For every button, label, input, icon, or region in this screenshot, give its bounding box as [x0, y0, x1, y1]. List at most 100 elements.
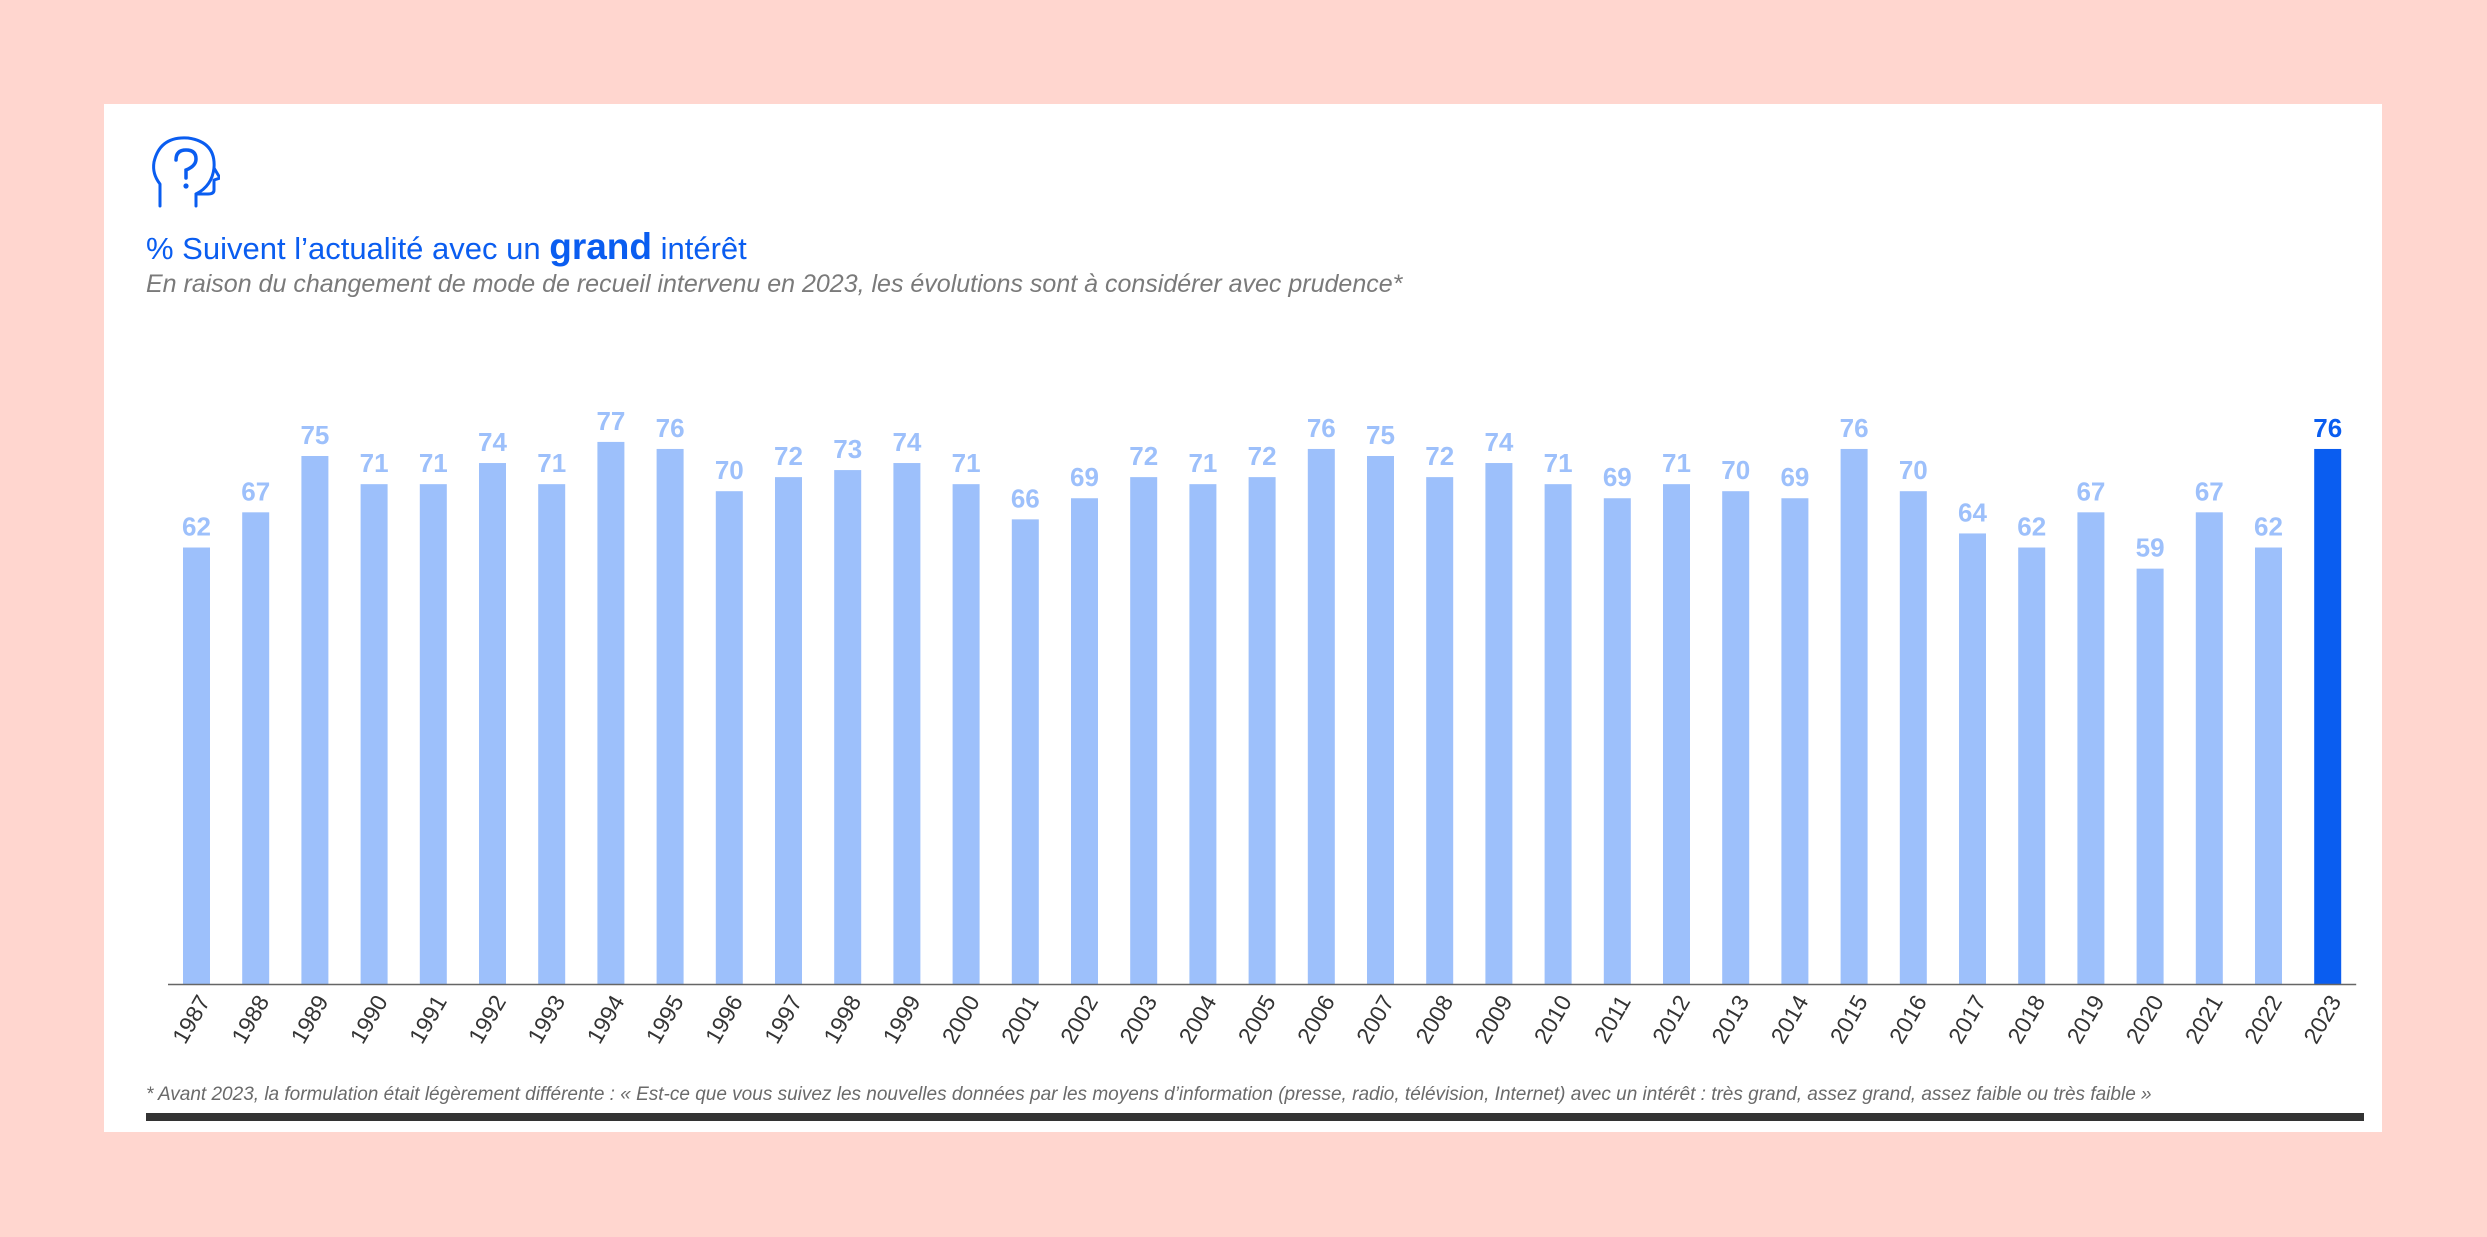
bar-2016 [1899, 491, 1927, 984]
value-label-2014: 69 [1780, 462, 1809, 492]
x-tick-2011: 2011 [1589, 991, 1636, 1047]
value-label-2016: 70 [1899, 455, 1928, 485]
x-tick-1987: 1987 [167, 991, 215, 1048]
bar-2013 [1722, 491, 1750, 984]
x-tick-2004: 2004 [1173, 990, 1221, 1047]
x-tick-2019: 2019 [2061, 991, 2109, 1048]
value-label-2013: 70 [1721, 455, 1750, 485]
x-tick-1993: 1993 [522, 991, 570, 1048]
value-label-2023: 76 [2313, 413, 2342, 443]
x-tick-2018: 2018 [2002, 991, 2050, 1048]
x-tick-2008: 2008 [1410, 991, 1458, 1048]
value-label-1997: 72 [774, 441, 803, 471]
x-tick-2017: 2017 [1943, 991, 1991, 1048]
value-label-2001: 66 [1011, 483, 1040, 513]
bar-2007 [1367, 456, 1394, 984]
bar-2023 [2314, 448, 2342, 985]
value-label-2007: 75 [1366, 420, 1395, 450]
value-label-2015: 76 [1840, 413, 1869, 443]
bar-2019 [2077, 512, 2105, 984]
value-label-1998: 73 [833, 434, 862, 464]
bar-2017 [1959, 533, 1986, 984]
value-label-2005: 72 [1248, 441, 1277, 471]
x-tick-2002: 2002 [1055, 991, 1103, 1048]
value-label-1988: 67 [241, 476, 270, 506]
value-label-2004: 71 [1188, 448, 1217, 478]
x-tick-1992: 1992 [463, 991, 511, 1048]
value-label-2010: 71 [1544, 448, 1573, 478]
value-label-1993: 71 [537, 448, 566, 478]
bar-1988 [242, 512, 270, 984]
bar-2018 [2018, 547, 2046, 984]
value-label-1991: 71 [419, 448, 448, 478]
value-label-1989: 75 [300, 420, 329, 450]
title-prefix: % Suivent l’actualité avec un [146, 231, 550, 266]
bar-2000 [952, 484, 980, 984]
x-tick-1999: 1999 [877, 991, 925, 1048]
bar-2011 [1603, 498, 1631, 984]
footnote: * Avant 2023, la formulation était légèr… [146, 1084, 2152, 1105]
bar-2005 [1248, 477, 1276, 984]
bar-2006 [1307, 448, 1335, 985]
value-label-1994: 77 [596, 406, 625, 436]
bar-2002 [1071, 498, 1098, 984]
bar-2003 [1130, 477, 1158, 984]
bar-2008 [1426, 477, 1454, 984]
value-label-2022: 62 [2254, 512, 2283, 542]
bar-2015 [1840, 448, 1868, 985]
bar-1992 [479, 463, 506, 984]
value-label-2006: 76 [1307, 413, 1336, 443]
bottom-rule [146, 1113, 2364, 1121]
value-label-2008: 72 [1425, 441, 1454, 471]
x-tick-2015: 2015 [1825, 991, 1873, 1048]
value-label-2019: 67 [2076, 476, 2105, 506]
bar-1999 [893, 463, 921, 984]
x-tick-1990: 1990 [345, 991, 393, 1048]
bar-2001 [1011, 519, 1039, 984]
bar-1989 [301, 456, 329, 984]
value-label-2020: 59 [2136, 533, 2165, 563]
x-tick-2009: 2009 [1469, 991, 1517, 1048]
bar-1997 [775, 477, 802, 984]
bar-2020 [2136, 568, 2164, 984]
bar-2004 [1189, 484, 1217, 984]
value-label-1999: 74 [892, 427, 921, 457]
x-tick-2000: 2000 [937, 991, 985, 1048]
title-suffix: intérêt [652, 231, 747, 266]
x-tick-2006: 2006 [1292, 991, 1340, 1048]
bar-2012 [1663, 484, 1690, 984]
value-label-1992: 74 [478, 427, 507, 457]
x-tick-2012: 2012 [1647, 991, 1695, 1048]
value-label-2000: 71 [952, 448, 981, 478]
x-tick-1988: 1988 [226, 991, 274, 1048]
bar-1987 [183, 547, 210, 984]
bar-1995 [656, 448, 684, 985]
value-label-2009: 74 [1484, 427, 1513, 457]
x-tick-1996: 1996 [700, 991, 748, 1048]
head-question-icon [152, 136, 220, 208]
x-tick-1997: 1997 [759, 991, 807, 1048]
bar-1994 [597, 441, 625, 984]
bar-2009 [1485, 463, 1513, 984]
x-tick-1991: 1991 [404, 991, 452, 1048]
x-tick-1989: 1989 [285, 991, 333, 1048]
bar-chart: 62 1987 67 1988 75 1989 71 1990 71 1991 74 1992 71 19… [167, 406, 2357, 1048]
value-label-1995: 76 [656, 413, 685, 443]
x-tick-1994: 1994 [581, 990, 629, 1047]
value-label-2002: 69 [1070, 462, 1099, 492]
title-emphasis: grand [549, 226, 653, 267]
x-tick-1998: 1998 [818, 991, 866, 1048]
x-tick-2007: 2007 [1351, 991, 1399, 1048]
x-tick-2014: 2014 [1765, 990, 1813, 1047]
x-tick-2005: 2005 [1233, 991, 1281, 1048]
bar-1996 [715, 491, 743, 984]
x-tick-1995: 1995 [641, 991, 689, 1048]
x-tick-2003: 2003 [1114, 991, 1162, 1048]
value-label-2017: 64 [1958, 497, 1987, 527]
x-tick-2010: 2010 [1529, 991, 1577, 1048]
bar-1993 [538, 484, 566, 984]
value-label-2011: 69 [1603, 462, 1632, 492]
x-tick-2023: 2023 [2298, 991, 2346, 1048]
chart-title: % Suivent l’actualité avec un grand inté… [146, 226, 747, 268]
bar-1998 [834, 470, 862, 985]
